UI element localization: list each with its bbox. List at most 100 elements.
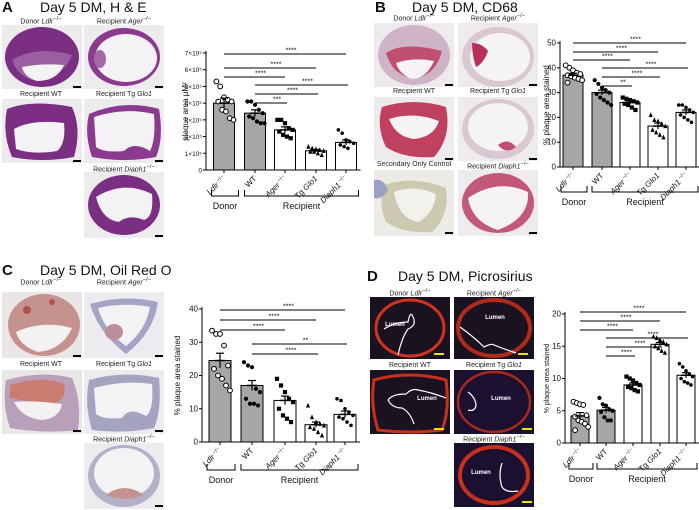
scale-bar: [529, 232, 537, 234]
y-tick-label: 30: [189, 338, 198, 347]
significance-label: ****: [616, 46, 627, 53]
significance-label: ****: [602, 54, 613, 61]
micrograph-recipient-ager: [458, 23, 538, 87]
panel-title: Day 5 DM, Oil Red O: [40, 262, 172, 278]
significance-label: ****: [630, 37, 641, 44]
significance-label: ****: [271, 62, 282, 69]
significance-label: ****: [286, 348, 297, 355]
bar: [647, 125, 669, 168]
scale-bar: [155, 355, 163, 357]
micrograph-recipient-tg-glo1: [454, 370, 534, 434]
y-tick-label: 40: [547, 63, 556, 72]
scale-bar: [155, 430, 163, 432]
image-label: Recipient Ager−/−: [466, 288, 522, 298]
image-label: Recipient Tg Glo1: [96, 91, 152, 98]
significance-label: ****: [607, 324, 618, 331]
x-tick-label: Ldlr −/−: [205, 174, 228, 197]
significance-label: ****: [253, 324, 264, 331]
chart-c: 0 10 20 30 40 % plaque area stained Ldlr −/− WT…: [173, 304, 360, 485]
micrograph-recipient-ager: [84, 292, 164, 358]
significance-label: **: [620, 80, 626, 87]
image-label: Recipient Tg Glo1: [96, 361, 152, 368]
image-label: Recipient WT: [19, 91, 62, 98]
image-label: Recipient Ager−/−: [96, 277, 152, 287]
micrograph-donor-ldlr: [374, 23, 454, 87]
image-label: Secondary Only Control: [376, 161, 452, 168]
y-tick-label: 2×10⁵: [185, 134, 203, 141]
x-tick-label: Tg Glo1: [293, 446, 319, 472]
micrograph-recipient-diaph1: [84, 443, 164, 509]
scale-bar: [529, 84, 537, 86]
y-tick-label: 20: [552, 310, 561, 319]
chart-b: 0 10 20 30 40 50 % plaque area stained Ldlr −/−…: [542, 37, 699, 207]
image-label: Recipient Diaph1−/−: [467, 161, 529, 171]
group-label: Recipient: [281, 475, 319, 485]
image-label: Donor Ldlr−/−: [393, 13, 435, 23]
bar: [208, 360, 232, 443]
y-tick-label: 0: [198, 168, 202, 175]
x-tick-label: Tg Glo1: [635, 171, 661, 197]
significance-label: **: [303, 338, 309, 345]
y-tick-label: 5×10⁵: [185, 84, 203, 91]
group-label: Donor: [562, 197, 587, 207]
micrograph-recipient-diaph1: [458, 170, 538, 236]
y-tick-label: 0: [194, 438, 199, 447]
image-label: Recipient Diaph1−/−: [463, 434, 525, 444]
bar: [596, 409, 616, 444]
image-label: Recipient Tg Glo1: [470, 88, 526, 95]
significance-label: ***: [273, 97, 281, 104]
panel-title: Day 5 DM, CD68: [412, 0, 518, 15]
micrograph-recipient-diaph1: [454, 443, 534, 507]
scale-bar: [73, 355, 81, 357]
significance-label: ****: [632, 71, 643, 78]
micrograph-donor-ldlr: [2, 25, 82, 89]
lumen-label: Lumen: [471, 470, 491, 476]
significance-label: ****: [287, 88, 298, 95]
significance-label: ****: [646, 62, 657, 69]
lumen-label: Lumen: [491, 396, 511, 402]
y-tick-label: 50: [547, 39, 556, 48]
image-label: Donor Ldlr−/−: [20, 16, 62, 26]
y-tick-label: 10: [552, 374, 561, 383]
x-tick-label: WT: [590, 171, 605, 186]
x-tick-label: Ager −/−: [608, 171, 634, 197]
y-tick-label: 4×10⁵: [185, 101, 203, 108]
image-label: Recipient WT: [19, 361, 62, 368]
significance-label: ****: [634, 306, 645, 313]
scale-bar: [445, 84, 453, 86]
bar: [562, 74, 584, 168]
image-label: Recipient WT: [392, 88, 435, 95]
scale-bar: [445, 232, 453, 234]
group-label: Recipient: [626, 197, 664, 207]
x-tick-label: Ldlr −/−: [561, 447, 584, 470]
significance-label: ****: [283, 304, 294, 311]
lumen-label: Lumen: [485, 315, 505, 321]
significance-label: ****: [269, 314, 280, 321]
panel-title: Day 5 DM, H & E: [40, 0, 147, 15]
scale-bar: [155, 505, 163, 507]
bar: [650, 343, 670, 444]
bar: [675, 111, 697, 168]
y-tick-label: 20: [547, 113, 556, 122]
significance-label: ****: [302, 79, 313, 86]
x-tick-label: Ager −/−: [263, 446, 289, 472]
bar: [335, 141, 357, 171]
micrograph-donor-ldlr: [2, 292, 82, 358]
y-tick-label: 10: [547, 138, 556, 147]
micrograph-secondary-only-control: [374, 170, 454, 236]
scale-bar: [155, 160, 163, 162]
scale-bar: [73, 430, 81, 432]
significance-label: ****: [648, 332, 659, 339]
significance-label: ****: [255, 71, 266, 78]
bar: [619, 102, 641, 168]
image-label: Recipient WT: [388, 362, 431, 369]
bar: [333, 413, 357, 443]
y-axis-label: % plaque area stained: [173, 336, 182, 416]
image-label: Recipient Diaph1−/−: [93, 164, 155, 174]
micrograph-recipient-tg-glo1: [84, 99, 164, 163]
lumen-label: Lumen: [385, 322, 405, 328]
scale-bar: [155, 235, 163, 237]
image-label: Donor Ldlr−/−: [389, 288, 431, 298]
